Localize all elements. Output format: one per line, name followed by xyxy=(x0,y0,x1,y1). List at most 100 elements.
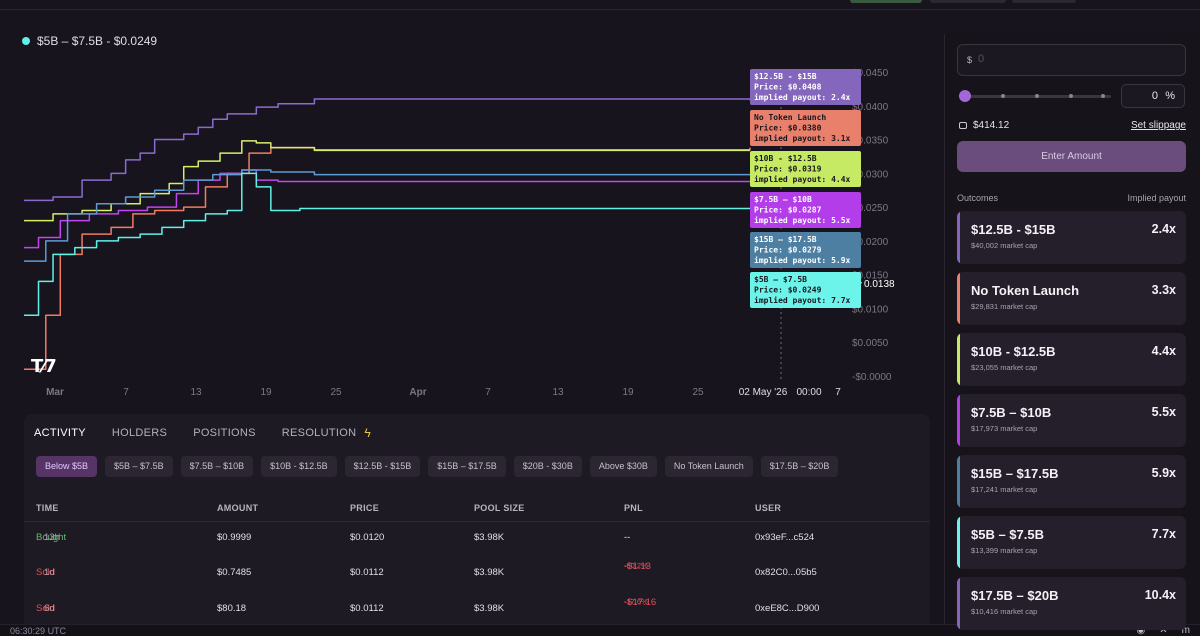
percent-input[interactable]: 0 % xyxy=(1121,84,1185,108)
outcome-name: $5B – $7.5B xyxy=(971,527,1044,542)
clock-time: 06:30:29 xyxy=(10,626,46,636)
legend-dot xyxy=(22,37,30,45)
top-tertiary-button[interactable] xyxy=(1012,0,1076,3)
outcome-name: $17.5B – $20B xyxy=(971,588,1059,603)
series-line[interactable] xyxy=(24,172,751,316)
price-tag[interactable] xyxy=(750,192,861,228)
filter-chip[interactable]: $12.5B - $15B xyxy=(344,456,421,477)
filter-chip[interactable]: $7.5B – $10B xyxy=(180,456,254,477)
filter-chip[interactable]: $10B - $12.5B xyxy=(261,456,337,477)
price-tag-text: Price: $0.0287 xyxy=(754,205,822,215)
y-tick-label: $0.0200 xyxy=(852,237,889,248)
price-tag[interactable] xyxy=(750,110,861,146)
price-tag-text: $7.5B – $10B xyxy=(754,195,812,204)
col-user: USER xyxy=(755,503,782,513)
outcome-name: $12.5B - $15B xyxy=(971,222,1056,237)
price-tag[interactable] xyxy=(750,272,861,308)
chart-svg[interactable]: $0.0450 $0.0400 $0.0350 $0.0300 $0.0250 $0.02… xyxy=(0,10,940,410)
y-tick-label: $0.0050 xyxy=(852,338,889,349)
outcome-payout: 2.4x xyxy=(1151,222,1176,236)
filter-chip[interactable]: No Token Launch xyxy=(664,456,753,477)
y-tick-label: $0.0150 xyxy=(852,271,889,282)
price-tag[interactable] xyxy=(750,232,861,268)
outcome-card[interactable]: $5B – $7.5B $13,399 market cap 7.7x xyxy=(957,516,1186,569)
price-tag[interactable] xyxy=(750,151,861,187)
table-row[interactable]: Bought 13h $0.9999 $0.0120 $3.98K -- 0x93… xyxy=(24,526,930,560)
series-line[interactable] xyxy=(24,169,750,262)
balance-value: $414.12 xyxy=(973,120,1010,131)
price-tag-text: implied payout: 3.1x xyxy=(754,133,851,143)
discord-icon[interactable]: ◉ xyxy=(1136,625,1146,636)
amount-slider[interactable] xyxy=(959,90,1114,102)
row-amount: $80.18 xyxy=(217,603,247,614)
x-icon[interactable]: ✕ xyxy=(1159,625,1168,636)
outcome-payout: 10.4x xyxy=(1144,588,1176,602)
row-user[interactable]: 0x93eF...c524 xyxy=(755,532,815,543)
outcome-card[interactable]: $12.5B - $15B $40,002 market cap 2.4x xyxy=(957,211,1186,264)
outcome-card[interactable]: $15B – $17.5B $17,241 market cap 5.9x xyxy=(957,455,1186,508)
row-action: Sold xyxy=(36,603,56,614)
social-icons: ◉ ✕ m xyxy=(1137,625,1190,636)
filter-chip[interactable]: Below $5B xyxy=(36,456,98,477)
x-tick-label: 7 xyxy=(835,387,841,398)
trade-panel: $ 0 0 % $414.12 Set slippage Enter Amoun… xyxy=(944,34,1200,630)
row-pnl: -- xyxy=(624,532,631,543)
filter-chip[interactable]: Above $30B xyxy=(589,456,657,477)
tab-positions[interactable]: POSITIONS xyxy=(193,427,256,439)
filter-chip[interactable]: $15B – $17.5B xyxy=(428,456,506,477)
x-tick-label: 25 xyxy=(330,387,342,398)
col-pool-size: POOL SIZE xyxy=(474,503,525,513)
outcome-card[interactable]: $10B - $12.5B $23,055 market cap 4.4x xyxy=(957,333,1186,386)
tradingview-logo: T⁄7 xyxy=(31,356,57,377)
series-line[interactable] xyxy=(24,140,750,222)
tab-resolution[interactable]: RESOLUTION xyxy=(281,427,357,439)
series-line[interactable] xyxy=(24,98,751,202)
outcome-card[interactable]: $17.5B – $20B $10,416 market cap 10.4x xyxy=(957,577,1186,630)
docs-icon[interactable]: m xyxy=(1181,625,1190,636)
activity-tabs: ACTIVITY HOLDERS POSITIONS RESOLUTION ϟ xyxy=(24,414,930,450)
outcome-name: $15B – $17.5B xyxy=(971,466,1059,481)
price-tag-text: $12.5B - $15B xyxy=(754,72,817,81)
price-tag-text: implied payout: 5.9x xyxy=(754,255,851,265)
table-row[interactable]: Sold 6d $80.18 $0.0112 $3.98K -$17.16 -17.… xyxy=(24,596,930,624)
col-time: TIME xyxy=(36,503,59,513)
status-bar: 06:30:29 UTC ◉ ✕ m xyxy=(0,624,1200,636)
row-pnl-pct: -60.2% xyxy=(624,561,648,570)
row-pnl-value: -$1.13 xyxy=(624,561,651,572)
clock-tz: UTC xyxy=(47,626,67,636)
price-tag[interactable] xyxy=(750,69,861,105)
percent-value: 0 xyxy=(1151,90,1158,102)
top-action-button[interactable] xyxy=(850,0,922,3)
top-secondary-button[interactable] xyxy=(930,0,1006,3)
amount-input[interactable]: $ 0 xyxy=(957,44,1186,76)
enter-amount-button[interactable]: Enter Amount xyxy=(957,141,1186,172)
slider-tick xyxy=(1001,94,1005,98)
outcome-color-bar xyxy=(957,577,960,630)
price-chart[interactable]: $5B – $7.5B - $0.0249 $0.0450 $0.0400 $0.0… xyxy=(0,10,940,410)
tab-holders[interactable]: HOLDERS xyxy=(111,427,168,439)
slider-knob[interactable] xyxy=(959,90,971,102)
row-pnl-pct: -17.6% xyxy=(624,597,648,606)
tab-activity[interactable]: ACTIVITY xyxy=(34,427,86,439)
outcome-payout: 3.3x xyxy=(1151,283,1176,297)
outcome-card[interactable]: $7.5B – $10B $17,973 market cap 5.5x xyxy=(957,394,1186,447)
x-tick-label: 00:00 xyxy=(796,387,821,398)
x-tick-label: 13 xyxy=(190,387,202,398)
price-tag-text: Price: $0.0408 xyxy=(754,82,822,92)
price-tag-text: Price: $0.0319 xyxy=(754,164,822,174)
outcomes-header: Outcomes Implied payout xyxy=(957,193,1186,203)
set-slippage-link[interactable]: Set slippage xyxy=(1130,120,1186,131)
row-user[interactable]: 0x82C0...05b5 xyxy=(755,567,817,578)
chart-legend: $5B – $7.5B - $0.0249 xyxy=(22,34,157,48)
table-row[interactable]: Sold 1d $0.7485 $0.0112 $3.98K -$1.13 -60.… xyxy=(24,560,930,594)
y-tick-label: -$0.0000 xyxy=(852,372,892,383)
outcome-card[interactable]: No Token Launch $29,831 market cap 3.3x xyxy=(957,272,1186,325)
row-user[interactable]: 0xeE8C...D900 xyxy=(755,603,820,614)
activity-panel: ACTIVITY HOLDERS POSITIONS RESOLUTION ϟ … xyxy=(24,414,930,624)
table-header: TIME AMOUNT PRICE POOL SIZE PNL USER xyxy=(24,494,930,522)
filter-chip[interactable]: $17.5B – $20B xyxy=(760,456,839,477)
filter-chip[interactable]: $5B – $7.5B xyxy=(105,456,173,477)
slider-tick xyxy=(1101,94,1105,98)
filter-chip[interactable]: $20B - $30B xyxy=(513,456,582,477)
price-tag-text: Price: $0.0249 xyxy=(754,285,822,295)
